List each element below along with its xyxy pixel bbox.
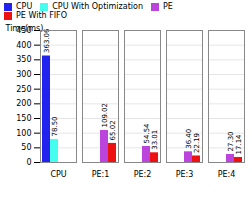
svg-text:50: 50 bbox=[21, 143, 31, 152]
html-text:CPU With Optimization: CPU With Optimization bbox=[52, 2, 143, 11]
html-text:CPU: CPU bbox=[16, 2, 33, 11]
html-text:PE: PE bbox=[163, 2, 173, 11]
svg-text:PE:3: PE:3 bbox=[176, 170, 194, 179]
svg-text:250: 250 bbox=[16, 85, 31, 94]
svg-text:22.19: 22.19 bbox=[193, 133, 201, 153]
svg-text:350: 350 bbox=[16, 55, 31, 64]
svg-text:CPU: CPU bbox=[50, 170, 66, 179]
svg-text:109.02: 109.02 bbox=[101, 103, 109, 128]
svg-text:17.14: 17.14 bbox=[235, 134, 243, 155]
svg-text:33.01: 33.01 bbox=[151, 130, 159, 150]
svg-text:150: 150 bbox=[16, 114, 31, 123]
svg-text:100: 100 bbox=[16, 129, 31, 138]
svg-text:Time(ms): Time(ms) bbox=[5, 24, 44, 33]
html-text:PE With FIFO: PE With FIFO bbox=[16, 11, 67, 20]
svg-text:363.06: 363.06 bbox=[43, 28, 51, 53]
svg-text:PE:1: PE:1 bbox=[92, 170, 110, 179]
svg-text:PE:2: PE:2 bbox=[134, 170, 152, 179]
svg-text:PE:4: PE:4 bbox=[218, 170, 236, 179]
svg-text:27.30: 27.30 bbox=[227, 131, 235, 151]
svg-text:65.02: 65.02 bbox=[109, 120, 117, 140]
svg-text:54.54: 54.54 bbox=[143, 123, 151, 144]
svg-text:400: 400 bbox=[16, 41, 31, 50]
svg-text:300: 300 bbox=[16, 70, 31, 79]
svg-text:78.50: 78.50 bbox=[51, 116, 59, 136]
svg-text:200: 200 bbox=[16, 99, 31, 108]
svg-text:0: 0 bbox=[26, 158, 31, 167]
svg-text:36.40: 36.40 bbox=[185, 129, 193, 149]
